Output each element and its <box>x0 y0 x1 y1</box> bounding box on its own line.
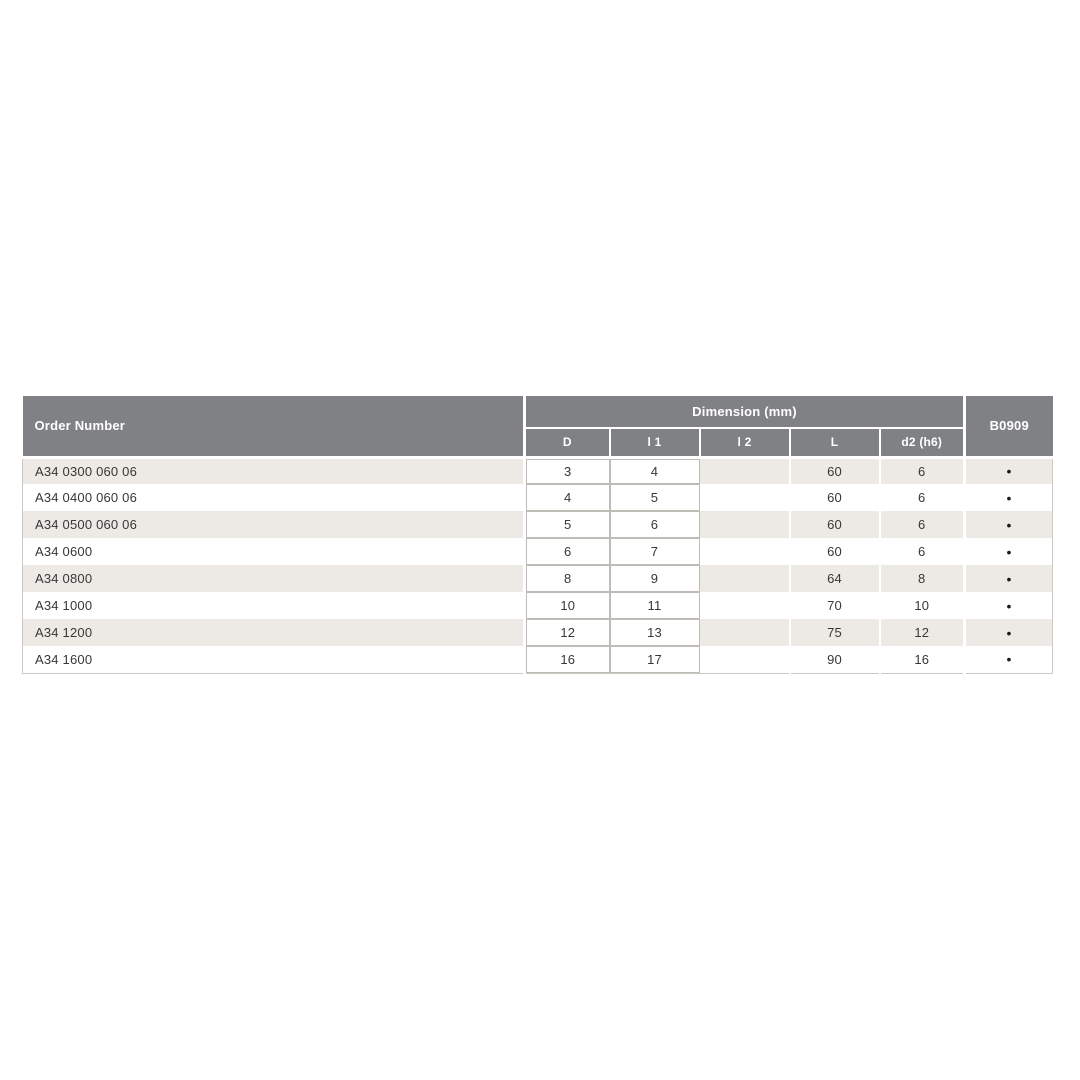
table-row: A34 0500 060 06 5 6 60 6 • <box>22 511 1053 538</box>
L-value-cell: 90 <box>789 646 881 674</box>
availability-dot: • <box>964 565 1053 592</box>
order-number-cell: A34 1200 <box>22 619 526 646</box>
l1-value-cell: 6 <box>609 511 700 538</box>
availability-dot: • <box>964 484 1053 511</box>
L-value-cell: 60 <box>789 511 881 538</box>
d2-value-cell: 16 <box>879 646 966 674</box>
l2-value-cell <box>699 592 791 619</box>
l1-value-cell: 13 <box>609 619 700 646</box>
order-number-cell: A34 1600 <box>22 646 526 674</box>
l1-value-cell: 4 <box>609 457 700 484</box>
order-number-cell: A34 0600 <box>22 538 526 565</box>
d2-value-cell: 10 <box>879 592 966 619</box>
L-value-cell: 64 <box>789 565 881 592</box>
d-value-cell: 12 <box>524 619 610 646</box>
l1-value-cell: 17 <box>609 646 700 674</box>
b0909-header: B0909 <box>963 396 1053 459</box>
l2-value-cell <box>699 511 791 538</box>
d-value-cell: 6 <box>524 538 610 565</box>
L-value-cell: 70 <box>789 592 881 619</box>
l1-value-cell: 9 <box>609 565 700 592</box>
d-value-cell: 5 <box>524 511 610 538</box>
d2-value-cell: 6 <box>879 457 966 484</box>
table-row: A34 1200 12 13 75 12 • <box>22 619 1053 646</box>
table-row: A34 1000 10 11 70 10 • <box>22 592 1053 619</box>
column-header-d: D <box>524 428 611 459</box>
d-value-cell: 4 <box>524 484 610 511</box>
table-row: A34 0800 8 9 64 8 • <box>22 565 1053 592</box>
d2-value-cell: 6 <box>879 484 966 511</box>
d-value-cell: 8 <box>524 565 610 592</box>
table-header: Order Number Dimension (mm) B0909 D l 1 … <box>22 396 1053 459</box>
d-value-cell: 10 <box>524 592 610 619</box>
d2-value-cell: 12 <box>879 619 966 646</box>
availability-dot: • <box>964 457 1053 484</box>
L-value-cell: 60 <box>789 457 881 484</box>
availability-dot: • <box>964 646 1053 674</box>
column-header-l1: l 1 <box>609 428 701 459</box>
column-header-L: L <box>789 428 881 459</box>
d-value-cell: 3 <box>524 457 610 484</box>
l2-value-cell <box>699 484 791 511</box>
l2-value-cell <box>699 619 791 646</box>
table-body: A34 0300 060 06 3 4 60 6 • A34 0400 060 … <box>22 457 1053 674</box>
d-value-cell: 16 <box>524 646 610 674</box>
order-number-cell: A34 0500 060 06 <box>22 511 526 538</box>
dimension-table: Order Number Dimension (mm) B0909 D l 1 … <box>22 396 1053 674</box>
l2-value-cell <box>699 538 791 565</box>
table-row: A34 0400 060 06 4 5 60 6 • <box>22 484 1053 511</box>
order-number-cell: A34 0400 060 06 <box>22 484 526 511</box>
d2-value-cell: 6 <box>879 538 966 565</box>
table-row: A34 0300 060 06 3 4 60 6 • <box>22 457 1053 484</box>
dimension-group-header: Dimension (mm) <box>524 396 965 429</box>
availability-dot: • <box>964 619 1053 646</box>
column-header-l2: l 2 <box>699 428 791 459</box>
L-value-cell: 60 <box>789 538 881 565</box>
order-number-cell: A34 0800 <box>22 565 526 592</box>
order-number-header: Order Number <box>22 396 526 459</box>
table-row: A34 1600 16 17 90 16 • <box>22 646 1053 674</box>
L-value-cell: 60 <box>789 484 881 511</box>
order-number-cell: A34 0300 060 06 <box>22 457 526 484</box>
availability-dot: • <box>964 511 1053 538</box>
availability-dot: • <box>964 592 1053 619</box>
l2-value-cell <box>699 646 791 674</box>
order-number-cell: A34 1000 <box>22 592 526 619</box>
l2-value-cell <box>699 565 791 592</box>
table-row: A34 0600 6 7 60 6 • <box>22 538 1053 565</box>
l2-value-cell <box>699 457 791 484</box>
column-header-d2h6: d2 (h6) <box>879 428 966 459</box>
l1-value-cell: 7 <box>609 538 700 565</box>
availability-dot: • <box>964 538 1053 565</box>
l1-value-cell: 5 <box>609 484 700 511</box>
d2-value-cell: 6 <box>879 511 966 538</box>
l1-value-cell: 11 <box>609 592 700 619</box>
d2-value-cell: 8 <box>879 565 966 592</box>
L-value-cell: 75 <box>789 619 881 646</box>
